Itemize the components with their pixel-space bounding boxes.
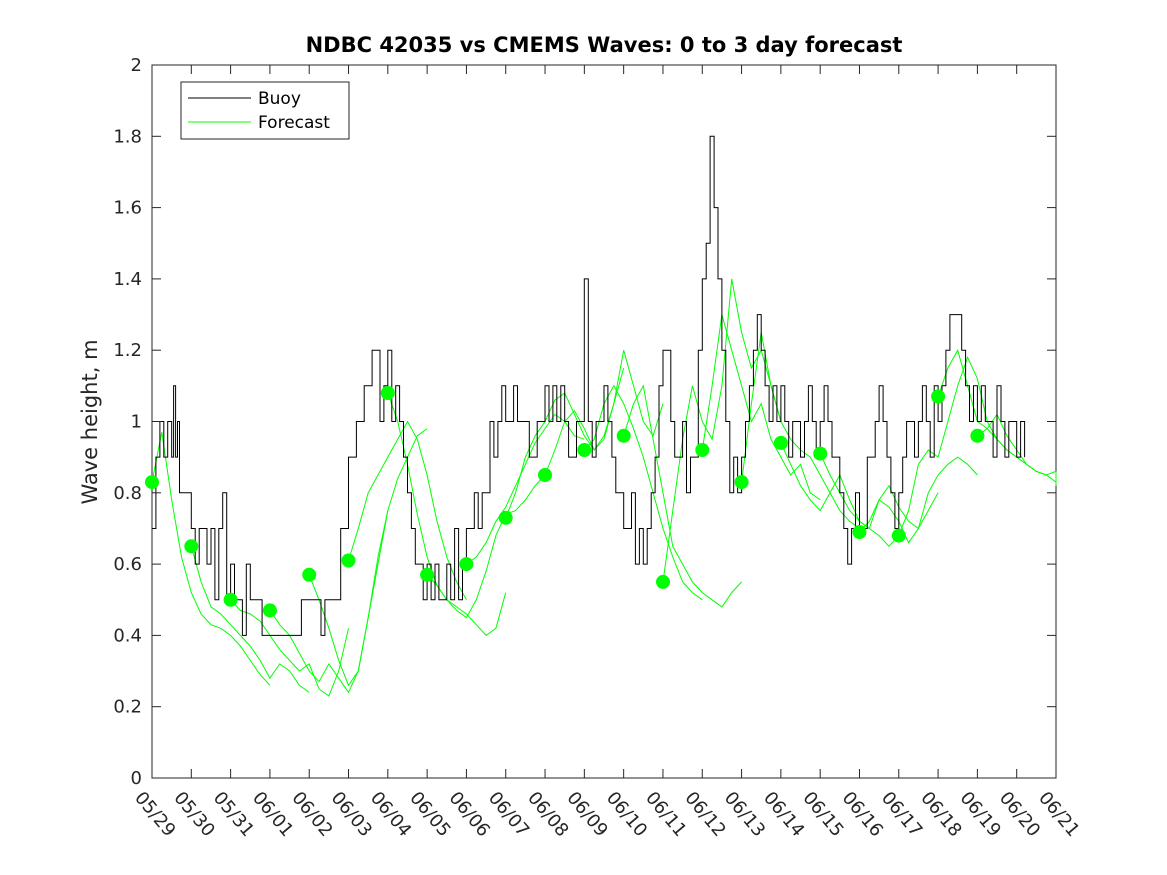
forecast-start-marker bbox=[970, 428, 985, 443]
legend-buoy-label: Buoy bbox=[258, 89, 301, 109]
forecast-start-marker bbox=[656, 574, 670, 589]
legend-forecast-label: Forecast bbox=[258, 113, 330, 133]
forecast-run-line bbox=[859, 456, 978, 544]
forecast-start-marker bbox=[380, 386, 395, 400]
forecast-start-marker bbox=[302, 567, 317, 582]
forecast-run-line bbox=[151, 432, 271, 686]
forecast-run-line bbox=[348, 420, 467, 601]
buoy-line bbox=[152, 135, 1026, 636]
y-tick-label: 1 bbox=[131, 412, 142, 433]
y-tick-label: 0.8 bbox=[113, 483, 142, 504]
forecast-start-marker bbox=[813, 446, 828, 461]
y-tick-label: 0.2 bbox=[113, 697, 142, 718]
forecast-start-marker bbox=[341, 553, 356, 568]
forecast-start-marker bbox=[931, 389, 946, 404]
y-tick-label: 1.4 bbox=[113, 269, 142, 290]
legend-box bbox=[180, 81, 350, 140]
y-tick-label: 0.4 bbox=[113, 625, 142, 646]
forecast-start-marker bbox=[459, 557, 474, 572]
forecast-start-marker bbox=[145, 475, 159, 490]
forecast-start-marker bbox=[538, 468, 552, 482]
forecast-run-line bbox=[190, 546, 310, 693]
forecast-start-marker bbox=[891, 528, 906, 543]
y-tick-label: 1.2 bbox=[113, 340, 142, 361]
forecast-start-marker bbox=[498, 510, 513, 525]
forecast-run-line bbox=[230, 599, 349, 697]
forecast-start-marker bbox=[695, 443, 710, 457]
forecast-start-marker bbox=[734, 475, 749, 490]
y-tick-label: 2 bbox=[131, 55, 142, 76]
y-tick-label: 0.6 bbox=[113, 554, 142, 575]
forecast-start-marker bbox=[773, 435, 788, 450]
forecast-start-marker bbox=[223, 592, 238, 607]
forecast-start-marker bbox=[262, 603, 277, 618]
forecast-start-marker bbox=[577, 443, 592, 457]
legend: Buoy Forecast bbox=[180, 81, 350, 140]
chart-title: NDBC 42035 vs CMEMS Waves: 0 to 3 day fo… bbox=[306, 33, 903, 57]
y-axis-label: Wave height, m bbox=[78, 339, 102, 504]
y-tick-label: 1.8 bbox=[113, 126, 142, 147]
y-tick-label: 0 bbox=[131, 768, 142, 789]
forecast-start-marker bbox=[420, 567, 435, 582]
forecast-start-marker bbox=[184, 539, 199, 554]
forecast-start-marker bbox=[852, 525, 867, 539]
forecast-run-line bbox=[623, 384, 742, 608]
forecast-start-marker bbox=[616, 428, 631, 443]
y-tick-label: 1.6 bbox=[113, 198, 142, 219]
